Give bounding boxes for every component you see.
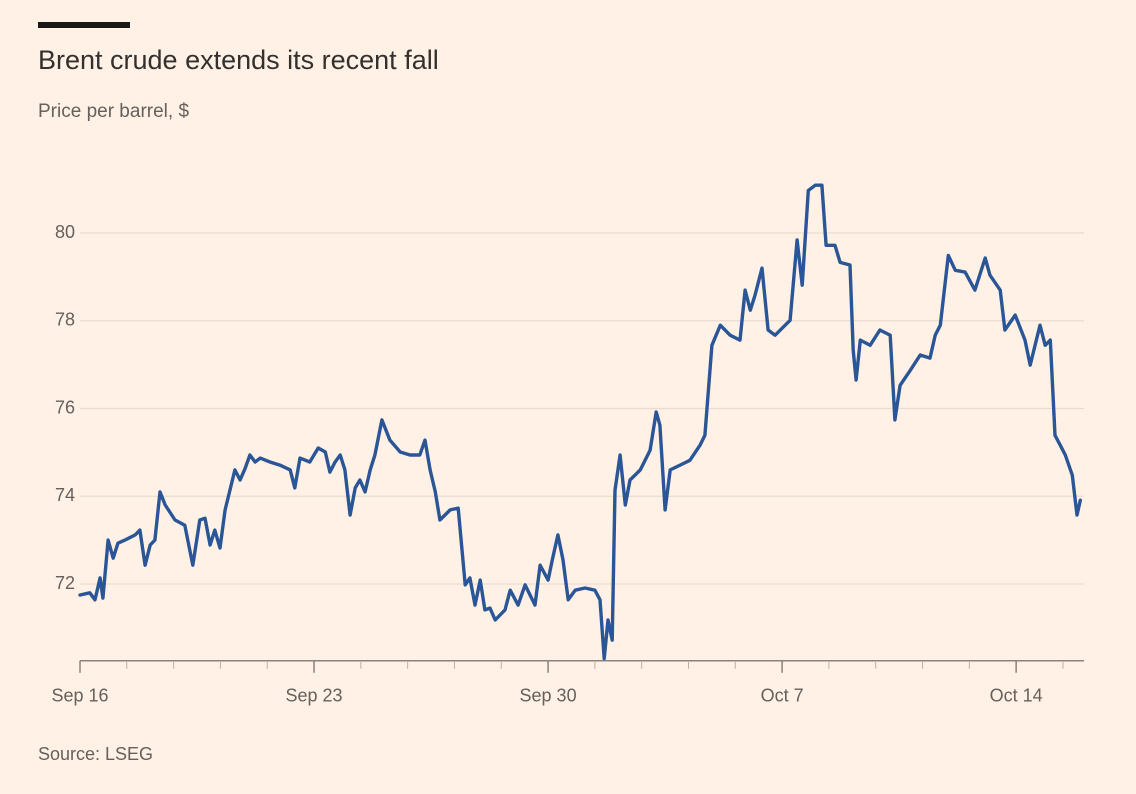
y-tick-label: 76	[55, 397, 75, 417]
y-tick-label: 72	[55, 573, 75, 593]
y-tick-label: 78	[55, 310, 75, 330]
y-tick-label: 74	[55, 485, 75, 505]
x-tick-label: Sep 30	[520, 686, 577, 706]
x-tick-label: Sep 16	[51, 686, 108, 706]
x-tick-label: Oct 7	[761, 686, 804, 706]
price-line	[78, 183, 1082, 661]
x-tick-label: Sep 23	[286, 686, 343, 706]
source: Source: LSEG	[38, 744, 153, 764]
y-tick-label: 80	[55, 222, 75, 242]
title-bar	[38, 22, 130, 28]
chart-subtitle: Price per barrel, $	[38, 101, 189, 122]
chart-title: Brent crude extends its recent fall	[38, 45, 439, 75]
x-tick-label: Oct 14	[990, 686, 1043, 706]
